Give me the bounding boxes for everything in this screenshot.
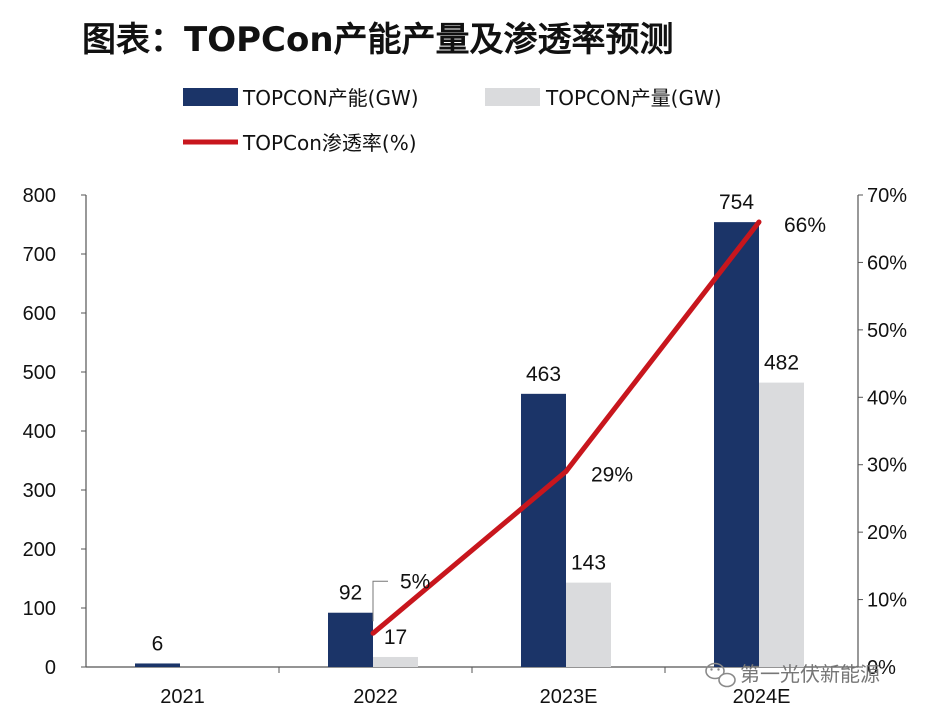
data-label-capacity: 6 (152, 632, 164, 655)
legend-swatch-capacity (183, 88, 238, 106)
y-tick-label-right: 60% (867, 252, 907, 274)
x-tick-label: 2023E (540, 686, 598, 708)
legend-label-capacity: TOPCON产能(GW) (242, 86, 419, 110)
data-label-penetration: 5% (400, 570, 430, 593)
data-label-penetration: 66% (784, 214, 826, 237)
penetration-point (370, 630, 376, 636)
y-tick-label-left: 800 (23, 185, 56, 207)
penetration-point (756, 219, 762, 225)
x-tick-label: 2024E (733, 686, 791, 708)
y-tick-label-right: 10% (867, 590, 907, 612)
y-tick-label-right: 0% (867, 657, 896, 679)
y-tick-label-right: 30% (867, 455, 907, 477)
penetration-line (370, 219, 762, 636)
chart-title: 图表：TOPCon产能产量及渗透率预测 (82, 20, 674, 60)
data-label-production: 482 (764, 352, 799, 375)
legend-label-production: TOPCON产量(GW) (545, 86, 722, 110)
bars (135, 222, 804, 667)
wechat-icon (705, 662, 736, 688)
y-tick-label-left: 700 (23, 244, 56, 266)
bar-production (759, 382, 804, 667)
y-tick-label-left: 600 (23, 303, 56, 325)
watermark: 第一光伏新能源 (705, 662, 880, 688)
label-leader-line (372, 580, 388, 622)
data-label-capacity: 754 (719, 191, 754, 214)
legend-label-penetration: TOPCon渗透率(%) (242, 131, 417, 155)
x-tick-label: 2022 (353, 686, 398, 708)
y-tick-label-right: 40% (867, 387, 907, 409)
y-tick-label-left: 100 (23, 598, 56, 620)
x-tick-label: 2021 (160, 686, 205, 708)
legend-swatch-production (485, 88, 540, 106)
data-label-production: 143 (571, 552, 606, 575)
penetration-point (563, 468, 569, 474)
y-tick-label-left: 300 (23, 480, 56, 502)
y-tick-label-right: 70% (867, 185, 907, 207)
data-label-capacity: 463 (526, 363, 561, 386)
bar-production (373, 656, 418, 667)
bar-capacity (714, 222, 759, 667)
y-tick-label-right: 20% (867, 522, 907, 544)
bar-capacity (135, 663, 180, 667)
bar-capacity (521, 393, 566, 667)
data-labels: 6 92 17 463 143 754 482 5% 29% 66% (152, 191, 826, 655)
y-tick-label-left: 0 (45, 657, 56, 679)
y-tick-label-left: 500 (23, 362, 56, 384)
y-tick-label-left: 400 (23, 421, 56, 443)
y-tick-label-left: 200 (23, 539, 56, 561)
data-label-production: 17 (384, 626, 407, 649)
watermark-text: 第一光伏新能源 (740, 662, 880, 686)
data-label-capacity: 92 (339, 582, 362, 605)
axes: 0 100 200 300 400 500 600 700 800 0% 10% 20% 30% 40% 5… (23, 185, 908, 708)
data-label-penetration: 29% (591, 463, 633, 486)
bar-production (566, 582, 611, 667)
bar-capacity (328, 612, 373, 667)
y-tick-label-right: 50% (867, 320, 907, 342)
legend: TOPCON产能(GW) TOPCON产量(GW) TOPCon渗透率(%) (183, 86, 722, 155)
